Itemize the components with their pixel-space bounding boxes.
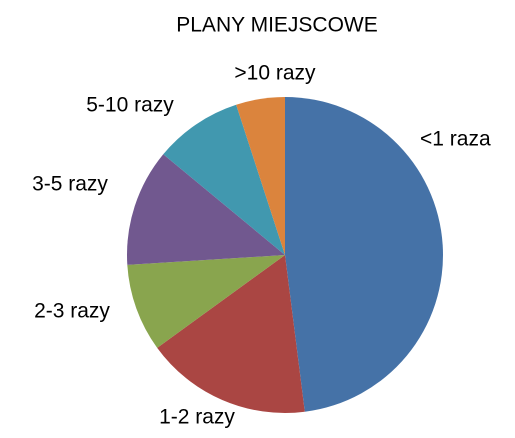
slice-label: 1-2 razy bbox=[159, 406, 235, 429]
pie-slice bbox=[127, 255, 286, 348]
slice-label: 3-5 razy bbox=[32, 173, 108, 196]
slice-label: 2-3 razy bbox=[34, 300, 110, 323]
pie-slice bbox=[127, 154, 285, 265]
slice-label: <1 raza bbox=[420, 128, 491, 151]
slice-label: >10 razy bbox=[234, 62, 316, 85]
chart-title: PLANY MIEJSCOWE bbox=[176, 14, 378, 37]
pie-slice bbox=[157, 255, 305, 414]
slice-label: 5-10 razy bbox=[86, 94, 174, 117]
pie-slice bbox=[236, 97, 285, 255]
pie-slice bbox=[285, 97, 444, 412]
pie-slice bbox=[163, 104, 285, 256]
